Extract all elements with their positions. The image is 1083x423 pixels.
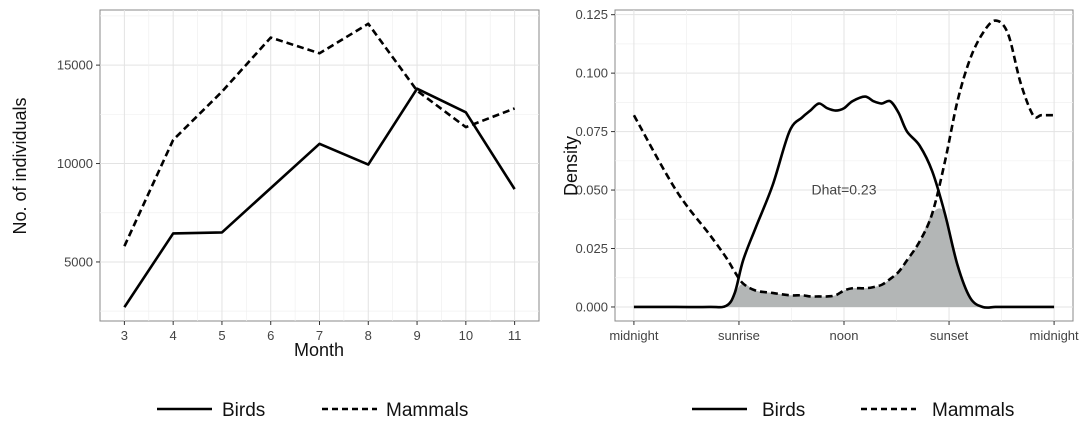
x-tick-label: 3 [121, 328, 128, 343]
y-axis-title: Density [561, 136, 581, 196]
y-tick-label: 15000 [57, 58, 93, 73]
legend-mammals-label: Mammals [932, 400, 1014, 421]
activity-density-legend: Birds Mammals [692, 400, 1014, 421]
x-tick-label: 5 [218, 328, 225, 343]
monthly-counts-legend: Birds Mammals [157, 400, 468, 421]
x-tick-label: 9 [413, 328, 420, 343]
y-tick-label: 0.000 [575, 299, 608, 314]
x-tick-label: 10 [459, 328, 473, 343]
y-tick-label: 0.125 [575, 7, 608, 22]
legend-birds-label: Birds [762, 400, 805, 421]
y-axis-title: No. of individuals [10, 97, 30, 234]
x-tick-label: 11 [508, 328, 522, 343]
monthly-counts-y-ticks: 5000 10000 15000 [57, 58, 100, 270]
y-tick-label: 0.025 [575, 241, 608, 256]
x-tick-label: midnight [609, 328, 659, 343]
y-tick-label: 5000 [64, 254, 93, 269]
x-tick-label: 6 [267, 328, 274, 343]
x-tick-label: 8 [365, 328, 372, 343]
overlap-coefficient-annotation: Dhat=0.23 [812, 182, 877, 198]
legend-mammals-label: Mammals [386, 400, 468, 421]
y-tick-label: 0.100 [575, 66, 608, 81]
legend-birds-label: Birds [222, 400, 265, 421]
x-axis-title: Month [294, 340, 344, 360]
activity-density-x-ticks: midnight sunrise noon sunset midnight [609, 321, 1079, 343]
x-tick-label: sunset [930, 328, 969, 343]
y-tick-label: 10000 [57, 156, 93, 171]
x-tick-label: 4 [170, 328, 177, 343]
x-tick-label: midnight [1030, 328, 1080, 343]
x-tick-label: sunrise [718, 328, 760, 343]
x-tick-label: noon [830, 328, 859, 343]
